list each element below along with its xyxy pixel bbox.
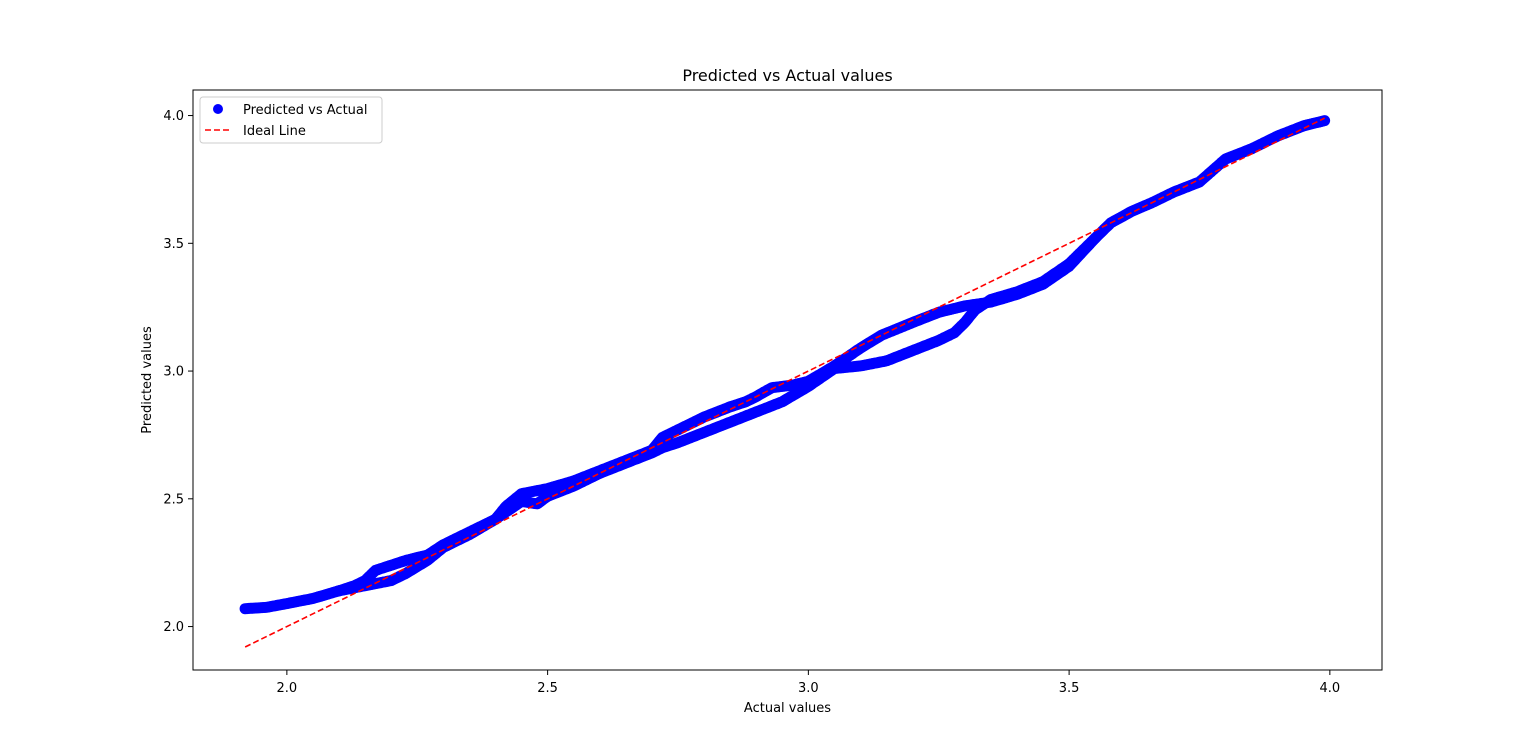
plot-marks [239, 115, 1331, 648]
y-tick-label: 3.0 [163, 365, 184, 380]
y-tick-label: 2.5 [163, 492, 184, 507]
y-axis-label: Predicted values [140, 326, 155, 434]
x-tick-label: 3.0 [798, 681, 819, 696]
plot-area-frame [192, 89, 1383, 671]
x-axis-label: Actual values [744, 701, 831, 716]
y-tick-label: 2.0 [163, 620, 184, 635]
x-tick-label: 2.0 [277, 681, 298, 696]
legend-label-ideal-line: Ideal Line [243, 124, 306, 139]
y-axis: 2.0 2.5 3.0 3.5 4.0 [163, 109, 193, 635]
y-tick-label: 4.0 [163, 109, 184, 124]
scatter-point [1319, 115, 1331, 127]
legend: Predicted vs Actual Ideal Line [199, 96, 383, 144]
legend-box [199, 96, 383, 144]
legend-label-predicted: Predicted vs Actual [243, 103, 367, 118]
x-tick-label: 4.0 [1320, 681, 1341, 696]
y-tick-label: 3.5 [163, 237, 184, 252]
x-tick-label: 3.5 [1059, 681, 1080, 696]
scatter-point [1089, 232, 1101, 244]
x-axis: 2.0 2.5 3.0 3.5 4.0 [277, 670, 1341, 696]
chart-title: Predicted vs Actual values [682, 66, 892, 85]
x-tick-label: 2.5 [537, 681, 558, 696]
ideal-line [244, 117, 1325, 648]
legend-marker-predicted [213, 104, 223, 114]
